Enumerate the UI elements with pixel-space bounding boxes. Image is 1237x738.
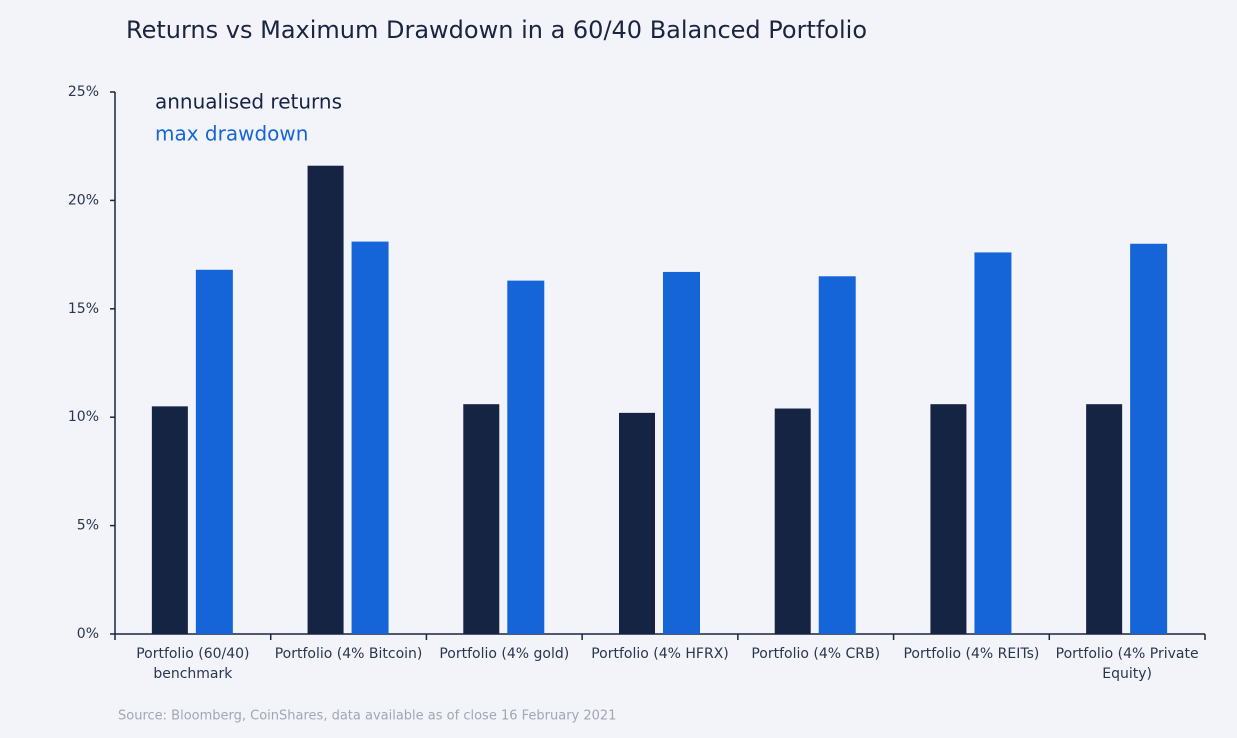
source-note: Source: Bloomberg, CoinShares, data avai… (118, 709, 616, 724)
bar (1130, 243, 1168, 634)
x-tick-label: Portfolio (4% CRB) (751, 646, 881, 662)
bar (307, 165, 344, 634)
x-tick-label: Portfolio (4% HFRX) (591, 646, 729, 662)
y-tick-label: 0% (77, 626, 99, 642)
y-tick-label: 5% (77, 518, 99, 534)
x-tick-label: Portfolio (60/40) benchmark (136, 646, 250, 682)
chart-title: Returns vs Maximum Drawdown in a 60/40 B… (126, 16, 867, 44)
x-tick-label: Portfolio (4% Private Equity) (1055, 646, 1199, 682)
bar (930, 404, 967, 634)
bar (974, 252, 1012, 634)
x-tick-label: Portfolio (4% gold) (439, 646, 570, 662)
bar (195, 269, 233, 634)
bar (463, 404, 500, 634)
y-tick-label: 20% (68, 192, 99, 208)
bar (619, 412, 655, 634)
legend-label: annualised returns (155, 90, 342, 114)
y-tick-label: 15% (68, 301, 99, 317)
bar (351, 241, 389, 635)
x-tick-label: Portfolio (4% Bitcoin) (274, 646, 423, 662)
bar (151, 406, 188, 634)
bar (818, 276, 856, 634)
legend-label: max drawdown (155, 122, 308, 146)
x-tick-label: Portfolio (4% REITs) (903, 646, 1040, 662)
y-tick-label: 10% (68, 409, 99, 425)
bar (774, 408, 811, 634)
bar (1086, 404, 1123, 634)
y-tick-label: 25% (68, 84, 99, 100)
bar (663, 271, 700, 634)
bar (507, 280, 545, 634)
